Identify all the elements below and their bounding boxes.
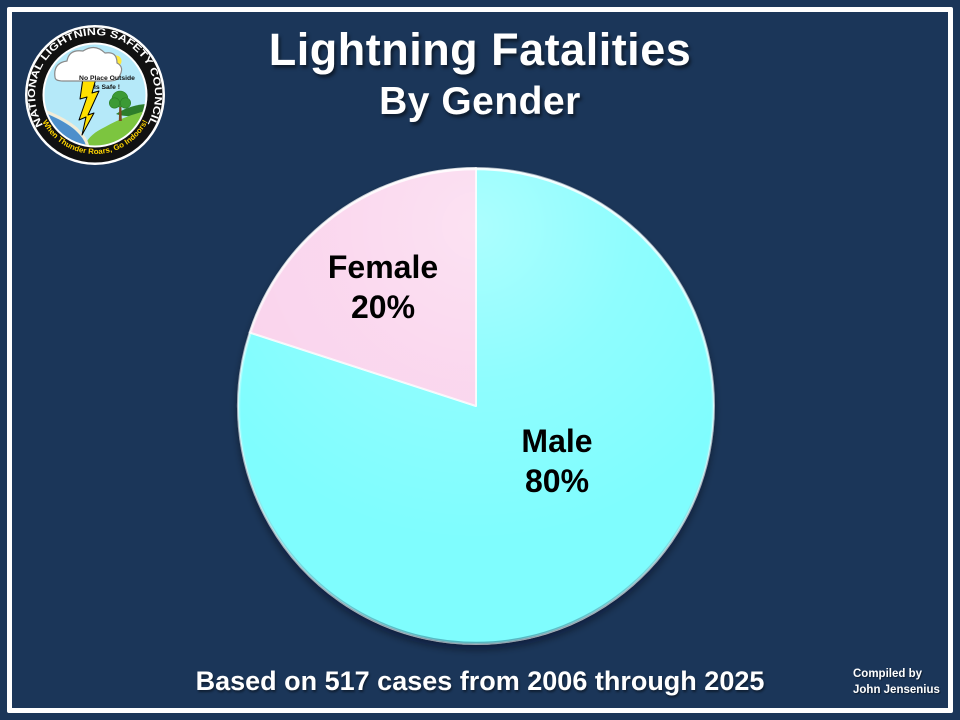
credit-note: Compiled by John Jensenius	[853, 666, 940, 698]
nlsc-logo: No Place Outside Is Safe ! NATIONAL LIGH…	[25, 25, 165, 165]
pie-label-male-percent: 80%	[524, 463, 590, 499]
credit-line2: John Jensenius	[853, 684, 940, 696]
page-title: Lightning Fatalities	[268, 24, 692, 75]
tree-icon	[109, 90, 132, 121]
pie-sheen-overlay	[239, 169, 713, 643]
pie-label-female: Female 20%	[273, 247, 493, 327]
logo-motto-line1: No Place Outside	[79, 75, 135, 82]
beach-shape	[44, 109, 89, 146]
pie-label-male: Male 80%	[447, 421, 667, 501]
logo-motto-line2: Is Safe !	[94, 84, 120, 91]
page-subtitle: By Gender	[379, 80, 581, 123]
cloud-icon	[54, 46, 123, 82]
slide-title-block: Lightning Fatalities By Gender	[0, 24, 960, 124]
pie-label-female-name: Female	[327, 249, 439, 285]
footer-caption: Based on 517 cases from 2006 through 202…	[195, 666, 765, 696]
pie-rim-bevel	[237, 167, 715, 645]
pie-label-female-percent: 20%	[350, 289, 416, 325]
pie-label-male-name: Male	[521, 423, 593, 459]
credit-line1: Compiled by	[853, 668, 923, 680]
lightning-icon	[78, 70, 100, 136]
